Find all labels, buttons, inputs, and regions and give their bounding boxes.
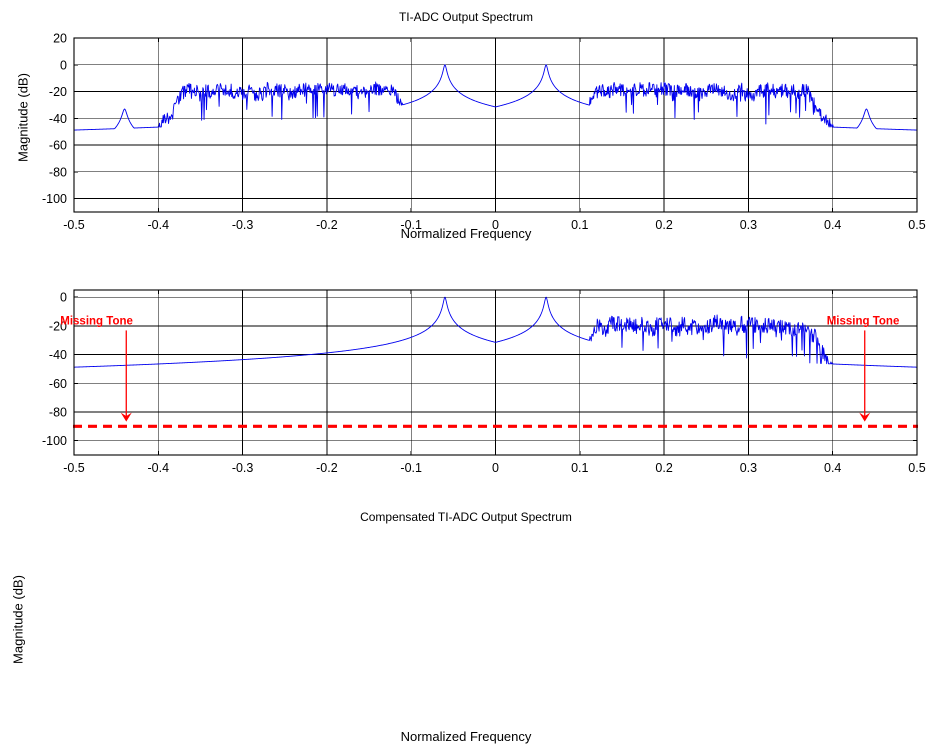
x-tick-label: -0.4	[148, 461, 170, 475]
x-tick-label: 0.3	[740, 218, 757, 232]
y-tick-label: -20	[49, 85, 67, 99]
y-tick-label: -40	[49, 112, 67, 126]
x-tick-label: -0.1	[400, 461, 422, 475]
panel-compensated-ti-adc-spectrum: Compensated TI-ADC Output Spectrum Magni…	[0, 250, 932, 744]
panel-title-top: TI-ADC Output Spectrum	[398, 10, 534, 24]
x-tick-label: 0.4	[824, 218, 841, 232]
x-tick-label: -0.1	[400, 218, 422, 232]
panel-ti-adc-spectrum: TI-ADC Output Spectrum Magnitude (dB) No…	[0, 0, 932, 250]
x-tick-label: 0.2	[655, 218, 672, 232]
x-tick-label: -0.2	[316, 218, 338, 232]
y-tick-label: -100	[42, 192, 67, 206]
y-tick-label: -100	[42, 434, 67, 448]
x-tick-label: 0.2	[655, 461, 672, 475]
x-tick-label: -0.3	[232, 218, 254, 232]
x-tick-label: -0.5	[63, 461, 85, 475]
plot-canvas-top: -0.5 -0.4 -0.3 -0.2 -0.1 0 0.1 0.2 0.3 0.4 0.5 20 0 -…	[42, 32, 926, 233]
y-tick-label: -60	[49, 377, 67, 391]
x-tick-label: 0.1	[571, 218, 588, 232]
plot-canvas-bottom: -0.5 -0.4 -0.3 -0.2 -0.1 0 0.1 0.2 0.3 0.4 0.5 0 -20…	[42, 289, 926, 475]
x-tick-label: 0.5	[908, 461, 925, 475]
x-axis-label-top: Normalized Frequency	[400, 226, 532, 241]
x-tick-label: 0.3	[740, 461, 757, 475]
missing-tone-arrow-head	[120, 412, 132, 422]
y-tick-label: -20	[49, 319, 67, 333]
y-tick-label: -60	[49, 139, 67, 153]
y-axis-label-bottom: Magnitude (dB)	[10, 575, 26, 664]
x-tick-label: -0.5	[63, 218, 85, 232]
x-tick-label: 0	[492, 218, 499, 232]
x-tick-label: 0.5	[908, 218, 925, 232]
y-tick-label: 0	[60, 58, 67, 72]
spectrum-trace	[73, 296, 918, 368]
x-tick-label: 0.1	[571, 461, 588, 475]
x-tick-label: -0.2	[316, 461, 338, 475]
x-axis-label-bottom: Normalized Frequency	[400, 729, 532, 744]
y-tick-label: -80	[49, 165, 67, 179]
missing-tone-arrow-head	[859, 412, 871, 422]
spectrum-trace	[73, 64, 918, 131]
y-axis-label-top: Magnitude (dB)	[15, 73, 31, 162]
x-tick-label: -0.3	[232, 461, 254, 475]
y-tick-label: 0	[60, 291, 67, 305]
x-tick-label: -0.4	[148, 218, 170, 232]
missing-tone-annotation-label: Missing Tone	[827, 315, 900, 327]
x-tick-label: 0	[492, 461, 499, 475]
x-tick-label: 0.4	[824, 461, 841, 475]
panel-title-bottom: Compensated TI-ADC Output Spectrum	[360, 510, 572, 524]
y-tick-label: -80	[49, 405, 67, 419]
y-tick-label: 20	[53, 32, 67, 46]
missing-tone-annotation-label: Missing Tone	[60, 315, 133, 327]
y-tick-label: -40	[49, 348, 67, 362]
